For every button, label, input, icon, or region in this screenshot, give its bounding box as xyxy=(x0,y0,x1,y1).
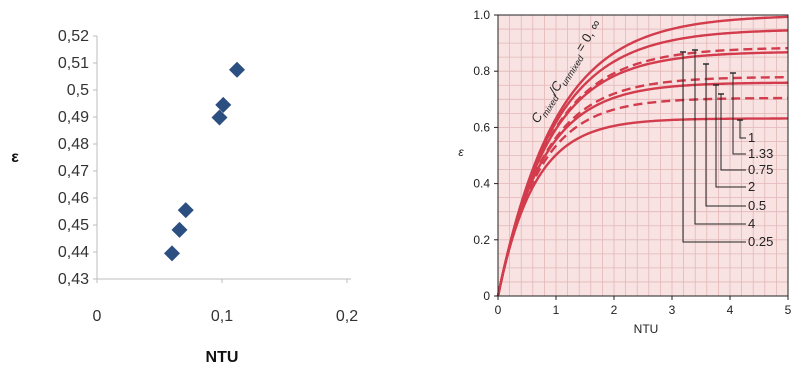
right-annotation-labels: 11.330.75 2 0.5 4 0.25 xyxy=(748,130,773,249)
right-leader-line xyxy=(682,52,746,243)
right-leader-line xyxy=(694,50,746,225)
right-leader-line xyxy=(732,73,746,155)
right-y-tick-label: 0.6 xyxy=(473,120,490,134)
left-y-tick-label: 0,51 xyxy=(58,55,89,72)
right-annotation-label: 0.75 xyxy=(748,162,773,177)
right-leader-lines xyxy=(680,49,746,243)
left-data-point xyxy=(215,96,232,113)
right-annotation-label: 0.25 xyxy=(748,234,773,249)
left-y-axis-title: ε xyxy=(11,149,19,166)
left-y-tick-labels: 0,43 0,44 0,45 0,46 0,47 0,48 0,49 0,5 0,51 0,52 xyxy=(58,28,97,288)
left-scatter-chart: 0,430,440,450,460,470,480,490,50,510,52 … xyxy=(11,28,358,366)
right-x-tick-label: 2 xyxy=(611,303,618,317)
right-curve-1 xyxy=(496,117,789,297)
right-leader-line xyxy=(720,94,746,171)
left-x-axis-title: NTU xyxy=(206,349,239,366)
left-y-tick-label: 0,45 xyxy=(58,217,89,234)
right-x-tick-label: 4 xyxy=(727,303,734,317)
left-x-tick-labels: 0 0,1 0,2 xyxy=(93,279,358,325)
right-curve-0-5 xyxy=(496,51,789,297)
right-annotation-label: 1 xyxy=(748,130,755,145)
right-x-tick-labels: 0 1 2 3 4 5 xyxy=(495,296,792,317)
left-data-point xyxy=(164,245,180,262)
right-curve-2 xyxy=(496,75,789,297)
left-data-points xyxy=(164,61,245,262)
right-plot-frame xyxy=(497,14,789,297)
left-y-tick-label: 0,52 xyxy=(58,28,89,45)
right-annotation-label: 2 xyxy=(748,179,755,194)
right-curve-1-33 xyxy=(496,96,789,297)
right-annotation-label: 0.5 xyxy=(748,198,766,213)
right-curve-0-75 xyxy=(496,81,789,297)
right-leader-line xyxy=(739,120,746,139)
right-y-tick-label: 0 xyxy=(483,289,490,303)
left-y-tick-label: 0,44 xyxy=(58,244,89,261)
right-x-tick-label: 5 xyxy=(785,303,792,317)
right-x-axis-title: NTU xyxy=(634,322,659,336)
right-curves xyxy=(496,15,789,297)
right-annotation-label: 1.33 xyxy=(748,146,773,161)
right-leader-line xyxy=(715,85,746,188)
left-data-point xyxy=(177,202,194,219)
left-y-tick-label: 0,48 xyxy=(58,136,89,153)
left-x-tick-label: 0,2 xyxy=(336,308,358,325)
right-annotation-label: 4 xyxy=(748,216,755,231)
left-y-tick-label: 0,47 xyxy=(58,163,89,180)
right-y-tick-label: 1.0 xyxy=(473,8,490,22)
right-y-tick-labels: 0 0.2 0.4 0.6 0.8 1.0 xyxy=(473,8,498,303)
left-x-tick-label: 0,1 xyxy=(211,308,233,325)
left-x-tick-label: 0 xyxy=(93,308,102,325)
left-data-point xyxy=(211,109,228,126)
left-y-tick-label: 0,5 xyxy=(67,82,89,99)
right-y-tick-label: 0.8 xyxy=(473,64,490,78)
left-y-tick-label: 0,46 xyxy=(58,190,89,207)
right-y-axis-title: ε xyxy=(458,145,464,159)
right-y-tick-label: 0.2 xyxy=(473,233,490,247)
left-y-tick-label: 0,43 xyxy=(58,271,89,288)
right-x-tick-label: 3 xyxy=(669,303,676,317)
left-data-point xyxy=(171,221,188,238)
left-y-tick-label: 0,49 xyxy=(58,109,89,126)
left-data-point xyxy=(229,61,245,78)
right-x-tick-label: 0 xyxy=(495,303,502,317)
right-y-tick-label: 0.4 xyxy=(473,177,490,191)
right-curve-0- xyxy=(496,15,789,297)
right-leader-line xyxy=(705,64,746,207)
right-curve-0-25 xyxy=(496,29,789,297)
right-x-tick-label: 1 xyxy=(553,303,560,317)
